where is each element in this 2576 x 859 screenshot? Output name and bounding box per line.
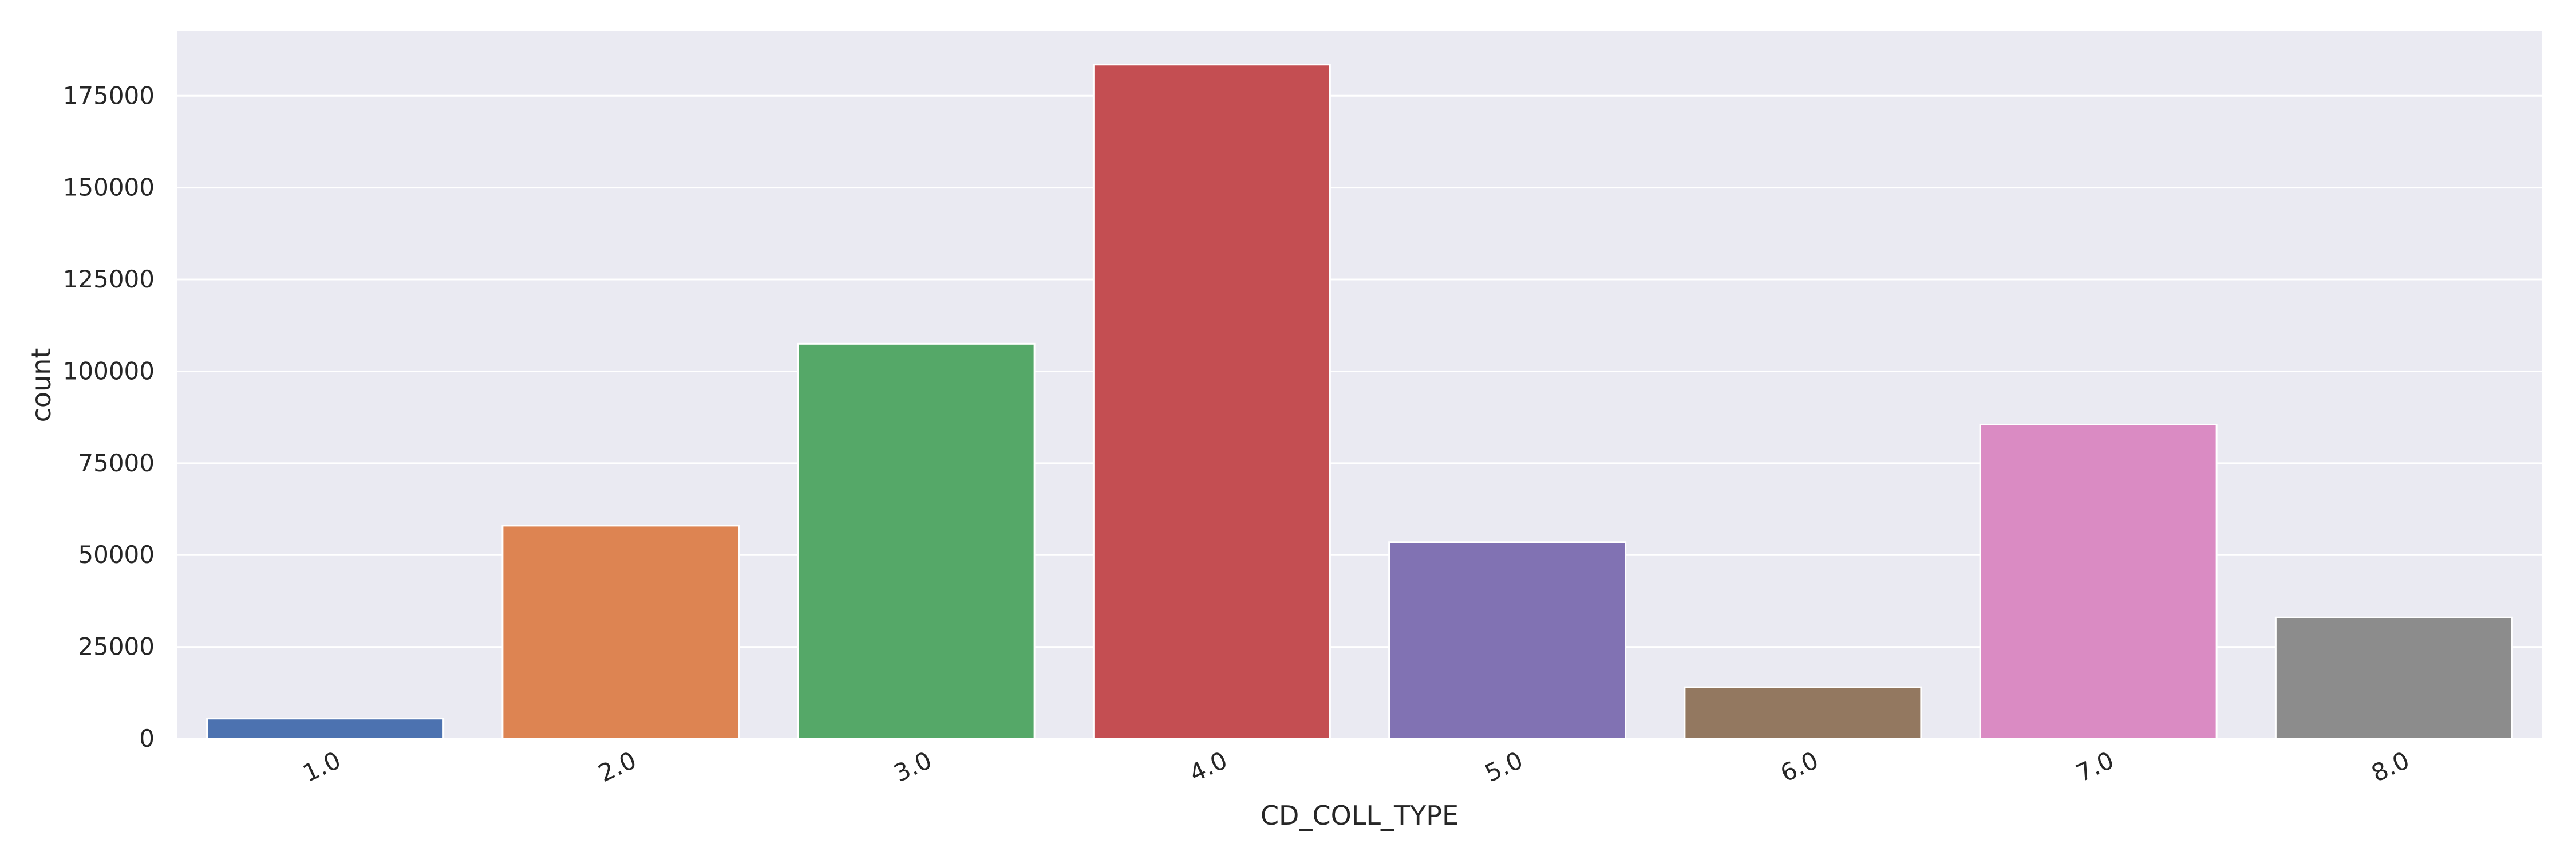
bar-6.0	[1684, 686, 1922, 740]
x-tick-label: 2.0	[594, 746, 641, 788]
x-axis-ticks: 1.0 2.0 3.0 4.0 5.0 6.0 7.0 8.0	[298, 746, 2413, 788]
x-tick-label: 8.0	[2367, 746, 2413, 788]
y-tick-label: 75000	[78, 449, 155, 477]
y-tick-label: 100000	[63, 357, 155, 385]
bar-5.0	[1388, 541, 1627, 740]
x-tick-label: 3.0	[890, 746, 936, 788]
y-tick-label: 0	[139, 724, 155, 752]
x-tick-label: 6.0	[1776, 746, 1823, 788]
x-tick-label: 7.0	[2072, 746, 2118, 788]
x-axis-label: CD_COLL_TYPE	[1261, 800, 1459, 831]
y-tick-label: 150000	[63, 174, 155, 202]
bar-1.0	[206, 718, 445, 740]
bar-8.0	[2274, 616, 2513, 740]
y-tick-label: 125000	[63, 265, 155, 293]
bar-7.0	[1979, 423, 2218, 740]
x-tick-label: 4.0	[1185, 746, 1231, 788]
y-tick-label: 175000	[63, 81, 155, 109]
y-axis-label: count	[26, 348, 57, 423]
bars	[206, 64, 2513, 740]
x-tick-label: 1.0	[298, 746, 345, 788]
y-tick-label: 25000	[78, 633, 155, 661]
y-axis-ticks: 0 25000 50000 75000 100000 125000 150000 175000	[63, 81, 155, 752]
x-tick-label: 5.0	[1480, 746, 1527, 788]
y-tick-label: 50000	[78, 541, 155, 569]
bar-2.0	[501, 525, 740, 740]
bar-4.0	[1092, 64, 1331, 740]
bar-3.0	[797, 342, 1036, 740]
